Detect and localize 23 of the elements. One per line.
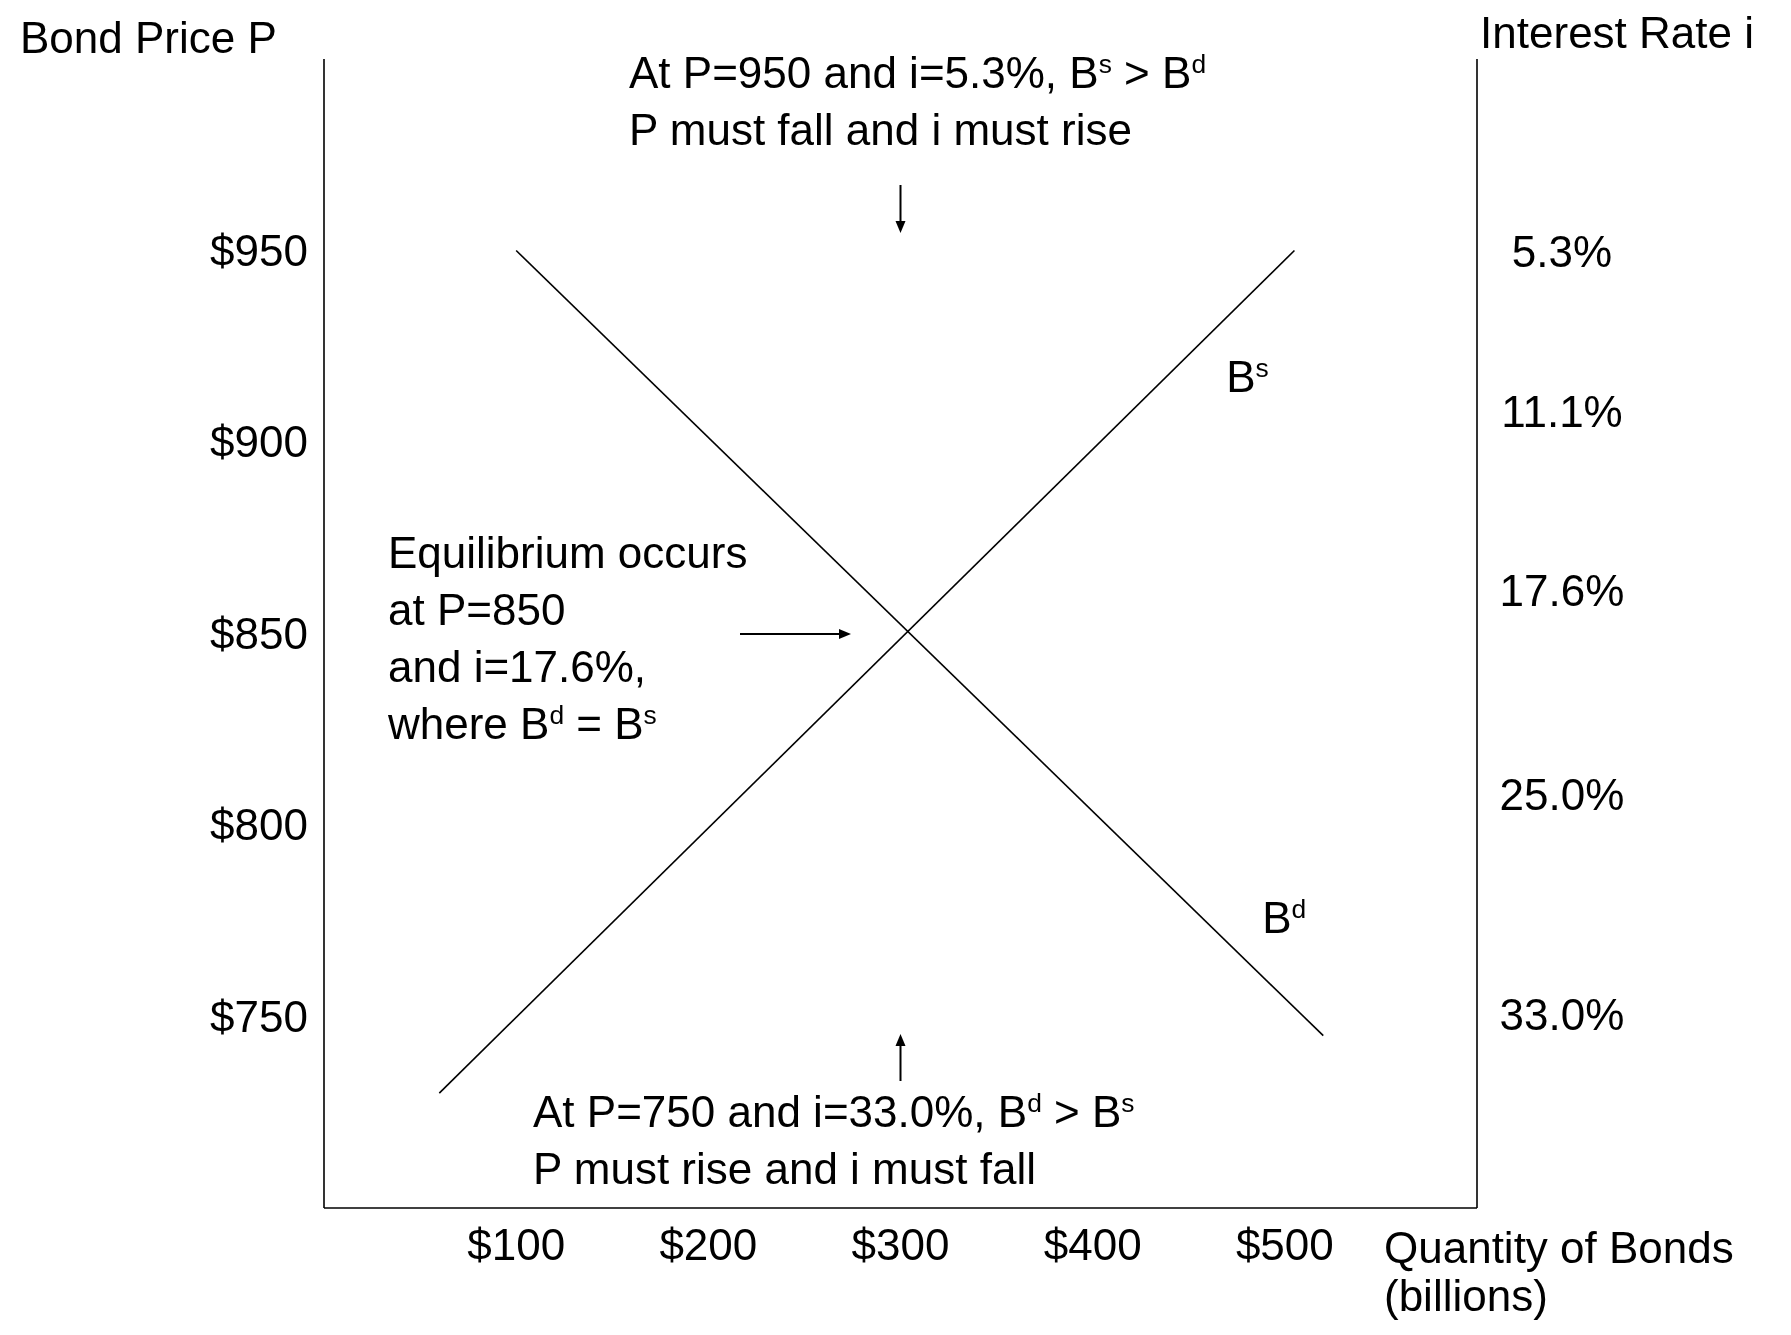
y-axis-title: Bond Price P	[20, 13, 277, 62]
y-tick-label: $750	[210, 991, 308, 1041]
x-tick-label: $400	[1043, 1220, 1142, 1269]
y-tick-label: $950	[210, 225, 308, 275]
y2-tick-label: 25.0%	[1499, 769, 1625, 819]
y2-tick-label: 11.1%	[1501, 386, 1623, 436]
x-tick-label: $500	[1235, 1220, 1334, 1269]
x-axis-title: Quantity of Bonds (billions)	[1384, 1223, 1734, 1320]
annotation: Equilibrium occurs at P=850 and i=17.6%, where B$^{d}$ = B$^{s}$	[387, 528, 748, 748]
x-tick-label: $200	[659, 1220, 758, 1269]
series-label: B$^{d}$	[1262, 892, 1307, 942]
y-tick-label: $850	[210, 608, 308, 658]
series-label: B$^{s}$	[1226, 351, 1269, 401]
text: At P=950 and i=5.3%, B$^{s}$ > B$^{d}$ P must fall and i must rise	[629, 48, 1207, 154]
y2-axis-title: Interest Rate i	[1480, 8, 1754, 57]
x-tick-label: $100	[467, 1220, 566, 1269]
x-tick-label: $300	[851, 1220, 950, 1269]
y2-tick-label: 17.6%	[1499, 565, 1625, 615]
y-tick-label: $800	[210, 800, 308, 849]
text: At P=750 and i=33.0%, B$^{d}$ > B$^{s}$ P must rise and i must fall	[533, 1087, 1135, 1193]
y-tick-label: $900	[210, 417, 308, 466]
y2-tick-label: 5.3%	[1511, 226, 1613, 276]
y2-tick-label: 33.0%	[1499, 990, 1625, 1040]
